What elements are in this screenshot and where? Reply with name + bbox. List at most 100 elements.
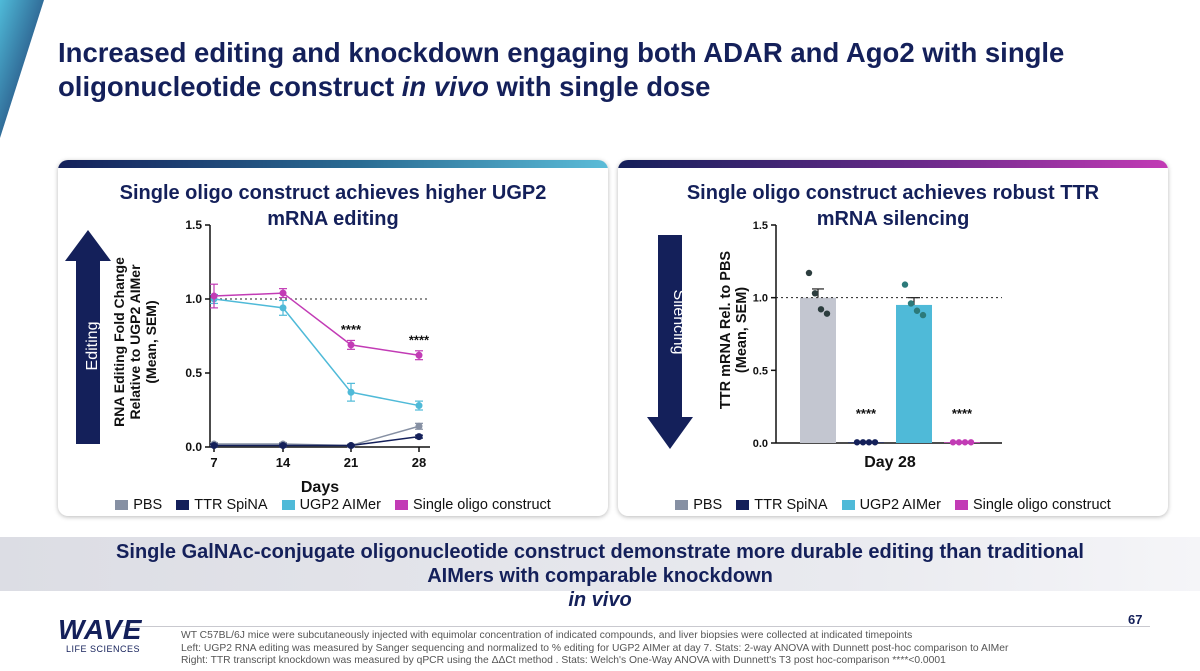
- data-point-ugp2-aimer: [415, 402, 423, 410]
- legend-swatch-ttr-spina: [736, 500, 750, 510]
- significance-label: ****: [341, 322, 362, 337]
- legend-label-pbs: PBS: [133, 497, 163, 513]
- data-point-ugp2-aimer: [347, 388, 355, 396]
- right-panel-title-line1: Single oligo construct achieves robust T…: [686, 182, 1100, 204]
- series-line-ttr-spina: [214, 435, 420, 447]
- individual-point-ugp2-aimer: [907, 300, 915, 307]
- individual-point-pbs: [805, 269, 813, 277]
- legend-swatch-single-oligo: [394, 500, 408, 510]
- logo-wordmark: WAVE: [58, 614, 143, 645]
- legend-label-pbs: PBS: [693, 497, 723, 513]
- right-y-tick-label: 1.0: [753, 293, 768, 305]
- left-chart-panel: Single oligo construct achieves higher U…: [58, 160, 608, 516]
- right-y-tick-label: 1.5: [753, 220, 768, 232]
- legend-item-ttr-spina: TTR SpiNA: [176, 497, 268, 513]
- legend-swatch-pbs: [675, 500, 689, 510]
- left-x-tick-label: 28: [412, 455, 426, 470]
- legend-label-ttr-spina: TTR SpiNA: [194, 497, 268, 513]
- slide-title-part2: with single dose: [488, 71, 711, 102]
- left-x-tick-label: 21: [344, 455, 358, 470]
- right-bar-chart: Silencing TTR mRNA Rel. to PBS (Mean, SE…: [647, 220, 1002, 471]
- individual-point-pbs: [811, 290, 819, 297]
- right-y-tick-label: 0.0: [753, 438, 768, 450]
- legend-item-pbs: PBS: [115, 497, 162, 513]
- conclusion-line2-italic: in vivo: [568, 589, 632, 611]
- individual-point-ugp2-aimer: [913, 307, 921, 314]
- data-point-ttr-spina: [347, 442, 355, 450]
- legend-swatch-single-oligo: [954, 500, 968, 510]
- slide-title-italic: in vivo: [401, 71, 489, 102]
- footer-divider: [120, 626, 1150, 627]
- legend-item-pbs: PBS: [675, 497, 722, 513]
- silencing-arrow-label: Silencing: [670, 290, 687, 355]
- individual-point-ttr-spina: [871, 439, 879, 446]
- data-point-ugp2-aimer: [279, 304, 287, 312]
- data-point-single-oligo-construct: [210, 292, 218, 300]
- silencing-down-arrow-icon: [647, 235, 693, 449]
- left-y-tick-label: 1.5: [185, 218, 202, 232]
- right-x-axis-label: Day 28: [864, 454, 916, 471]
- legend-label-ttr-spina: TTR SpiNA: [754, 497, 828, 513]
- left-x-tick-label: 7: [210, 455, 217, 470]
- individual-point-pbs: [817, 306, 825, 313]
- page-number: 67: [1128, 612, 1143, 627]
- left-y-axis-label-line1: RNA Editing Fold Change: [111, 257, 127, 427]
- individual-point-single-oligo-construct: [955, 439, 963, 446]
- individual-point-ugp2-aimer: [901, 281, 909, 288]
- left-panel-title-line2: mRNA editing: [267, 208, 399, 230]
- legend-item-single-oligo: Single oligo construct: [954, 497, 1111, 513]
- individual-point-single-oligo-construct: [961, 439, 969, 446]
- data-point-pbs: [415, 422, 423, 430]
- logo-subtitle: LIFE SCIENCES: [66, 644, 141, 654]
- series-line-single-oligo-construct: [213, 292, 420, 356]
- individual-point-single-oligo-construct: [967, 439, 975, 446]
- left-legend: PBS TTR SpiNA UGP2 AIMer Single oligo co…: [58, 497, 608, 513]
- individual-point-ugp2-aimer: [919, 311, 927, 319]
- right-y-axis-label-line2: (Mean, SEM): [734, 287, 750, 373]
- significance-label: ****: [952, 406, 973, 421]
- left-y-tick-label: 0.0: [185, 440, 202, 454]
- data-point-ttr-spina: [279, 442, 287, 450]
- significance-label: ****: [409, 332, 430, 347]
- legend-item-ttr-spina: TTR SpiNA: [736, 497, 828, 513]
- footnote-line: Left: UGP2 RNA editing was measured by S…: [181, 642, 1009, 654]
- right-panel-title-line2: mRNA silencing: [816, 208, 970, 230]
- left-panel-title-line1: Single oligo construct achieves higher U…: [119, 182, 547, 204]
- right-panel-accent-bar: [618, 160, 1168, 168]
- legend-label-single-oligo: Single oligo construct: [412, 497, 551, 513]
- right-y-tick-label: 0.5: [753, 365, 768, 377]
- conclusion-line1: Single GalNAc-conjugate oligonucleotide …: [116, 541, 1084, 563]
- individual-point-ttr-spina: [853, 439, 861, 446]
- data-point-ttr-spina: [415, 433, 423, 441]
- data-point-single-oligo-construct: [347, 341, 355, 349]
- left-y-tick-label: 0.5: [185, 366, 202, 380]
- right-y-axis-label-line1: TTR mRNA Rel. to PBS: [718, 251, 734, 409]
- conclusion-line2-text: AIMers with comparable knockdown: [427, 565, 773, 587]
- series-line-ugp2-aimer: [213, 298, 420, 407]
- left-panel-title: Single oligo construct achieves higher U…: [58, 180, 608, 232]
- legend-swatch-ugp2-aimer: [281, 500, 295, 510]
- right-legend: PBS TTR SpiNA UGP2 AIMer Single oligo co…: [618, 497, 1168, 513]
- legend-swatch-pbs: [115, 500, 129, 510]
- slide-title: Increased editing and knockdown engaging…: [58, 36, 1158, 104]
- wave-logo: WAVE LIFE SCIENCES: [58, 616, 168, 660]
- bar-ugp2-aimer: [896, 304, 932, 443]
- right-panel-title: Single oligo construct achieves robust T…: [618, 180, 1168, 232]
- individual-point-pbs: [823, 310, 831, 317]
- left-x-tick-label: 14: [276, 455, 291, 470]
- individual-point-single-oligo-construct: [949, 439, 957, 446]
- data-point-single-oligo-construct: [279, 289, 287, 297]
- conclusion-banner: Single GalNAc-conjugate oligonucleotide …: [0, 537, 1200, 611]
- editing-up-arrow-icon: [65, 230, 111, 444]
- left-y-axis-label-line3: (Mean, SEM): [143, 300, 159, 383]
- corner-accent-shape: [0, 0, 44, 138]
- conclusion-line2: AIMers with comparable knockdown in vivo: [0, 564, 1200, 612]
- left-y-axis-label-line2: Relative to UGP2 AIMer: [127, 264, 143, 420]
- data-point-single-oligo-construct: [415, 351, 423, 359]
- left-x-axis-label: Days: [301, 479, 339, 496]
- footnotes: WT C57BL/6J mice were subcutaneously inj…: [181, 630, 1008, 668]
- bar-pbs: [800, 297, 836, 443]
- series-line-pbs: [214, 425, 420, 447]
- legend-label-ugp2-aimer: UGP2 AIMer: [299, 497, 381, 513]
- significance-label: ****: [856, 406, 877, 421]
